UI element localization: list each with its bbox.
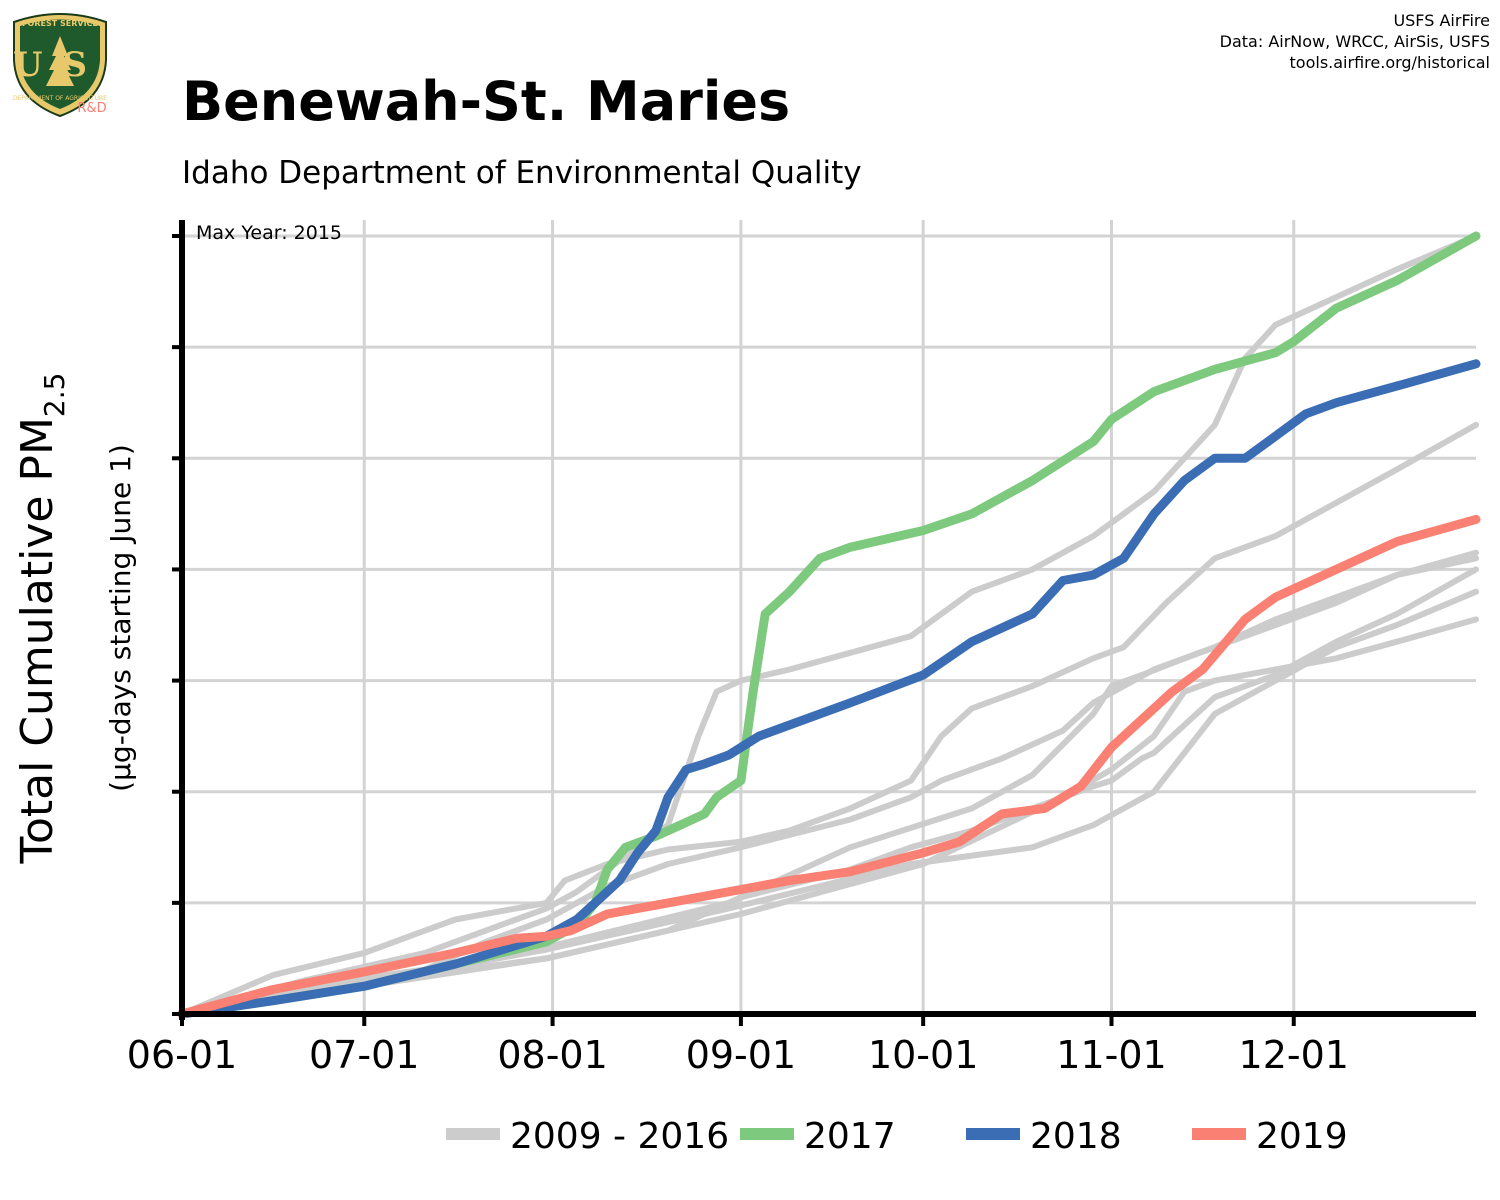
x-tick-label: 12-01: [1239, 1033, 1349, 1077]
page-title: Benewah-St. Maries: [182, 70, 791, 133]
data-credits: USFS AirFire Data: AirNow, WRCC, AirSis,…: [1220, 10, 1490, 73]
logo-bottom-text: DEPARTMENT OF AGRICULTURE: [13, 95, 107, 102]
x-tick-label: 07-01: [309, 1033, 419, 1077]
legend-label: 2017: [804, 1116, 896, 1157]
y-axis-label: Total Cumulative PM2.5: [12, 373, 71, 865]
chart-legend: 2009 - 2016 2017 2018 2019: [446, 1116, 1348, 1157]
legend-label: 2018: [1030, 1116, 1122, 1157]
credit-data-sources: Data: AirNow, WRCC, AirSis, USFS: [1219, 32, 1490, 51]
series-line-2019: [177, 514, 1481, 1019]
x-tick-label: 06-01: [127, 1033, 237, 1077]
credit-org: USFS AirFire: [1393, 11, 1490, 30]
max-year-annotation: Max Year: 2015: [196, 222, 342, 244]
series-line-background-year: [179, 616, 1479, 1017]
chart-axes: [172, 220, 1476, 1026]
series-line-background-year: [179, 588, 1479, 1017]
x-tick-label: 11-01: [1056, 1033, 1166, 1077]
usfs-shield-icon: FOREST SERVICE US DEPARTMENT OF AGRICULT…: [13, 13, 107, 118]
page-subtitle: Idaho Department of Environmental Qualit…: [182, 155, 862, 191]
logo-top-text: FOREST SERVICE: [22, 19, 98, 28]
x-tick-label: 09-01: [686, 1033, 796, 1077]
credit-url: tools.airfire.org/historical: [1289, 53, 1490, 72]
series-line-2018: [177, 359, 1481, 1019]
y-axis-secondary-label: (µg-days starting June 1): [104, 444, 137, 792]
legend-label: 2009 - 2016: [510, 1116, 729, 1157]
x-tick-labels: 06-01 07-01 08-01 09-01 10-01 11-01 12-01: [127, 1033, 1349, 1077]
chart-series: [177, 231, 1481, 1019]
series-line-background-year: [179, 549, 1479, 1017]
x-tick-label: 08-01: [497, 1033, 607, 1077]
x-tick-label: 10-01: [868, 1033, 978, 1077]
legend-label: 2019: [1256, 1116, 1348, 1157]
logo-badge: R&D: [77, 101, 106, 116]
series-line-background-year: [179, 233, 1479, 1017]
series-line-background-year: [179, 555, 1479, 1017]
series-line-background-year: [179, 421, 1479, 1017]
